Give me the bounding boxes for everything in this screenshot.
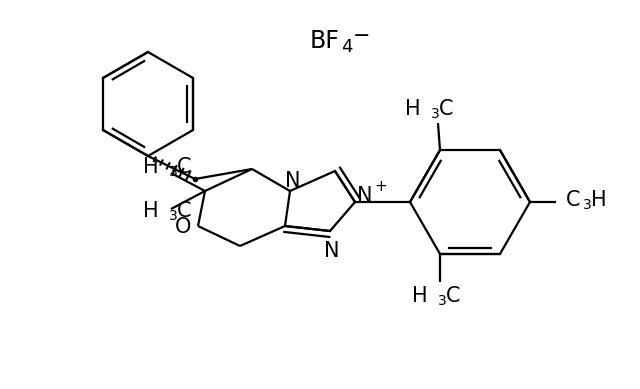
Text: 4: 4 (341, 38, 353, 56)
Text: O: O (175, 217, 191, 237)
Text: C: C (177, 157, 191, 177)
Text: C: C (566, 190, 580, 210)
Text: 3: 3 (438, 294, 447, 308)
Text: C: C (446, 286, 461, 306)
Text: 3: 3 (169, 209, 178, 223)
Text: C: C (177, 201, 191, 221)
Text: N: N (324, 241, 340, 261)
Text: 3: 3 (583, 198, 592, 212)
Text: H: H (412, 286, 428, 306)
Text: H: H (405, 99, 421, 119)
Text: H: H (591, 190, 607, 210)
Text: N: N (285, 171, 301, 191)
Text: N: N (357, 186, 372, 206)
Text: BF: BF (310, 29, 340, 53)
Text: +: + (374, 179, 387, 193)
Text: −: − (353, 26, 371, 46)
Text: 3: 3 (169, 165, 178, 179)
Text: H: H (143, 201, 159, 221)
Text: C: C (439, 99, 454, 119)
Text: H: H (143, 157, 159, 177)
Text: 3: 3 (431, 107, 440, 121)
